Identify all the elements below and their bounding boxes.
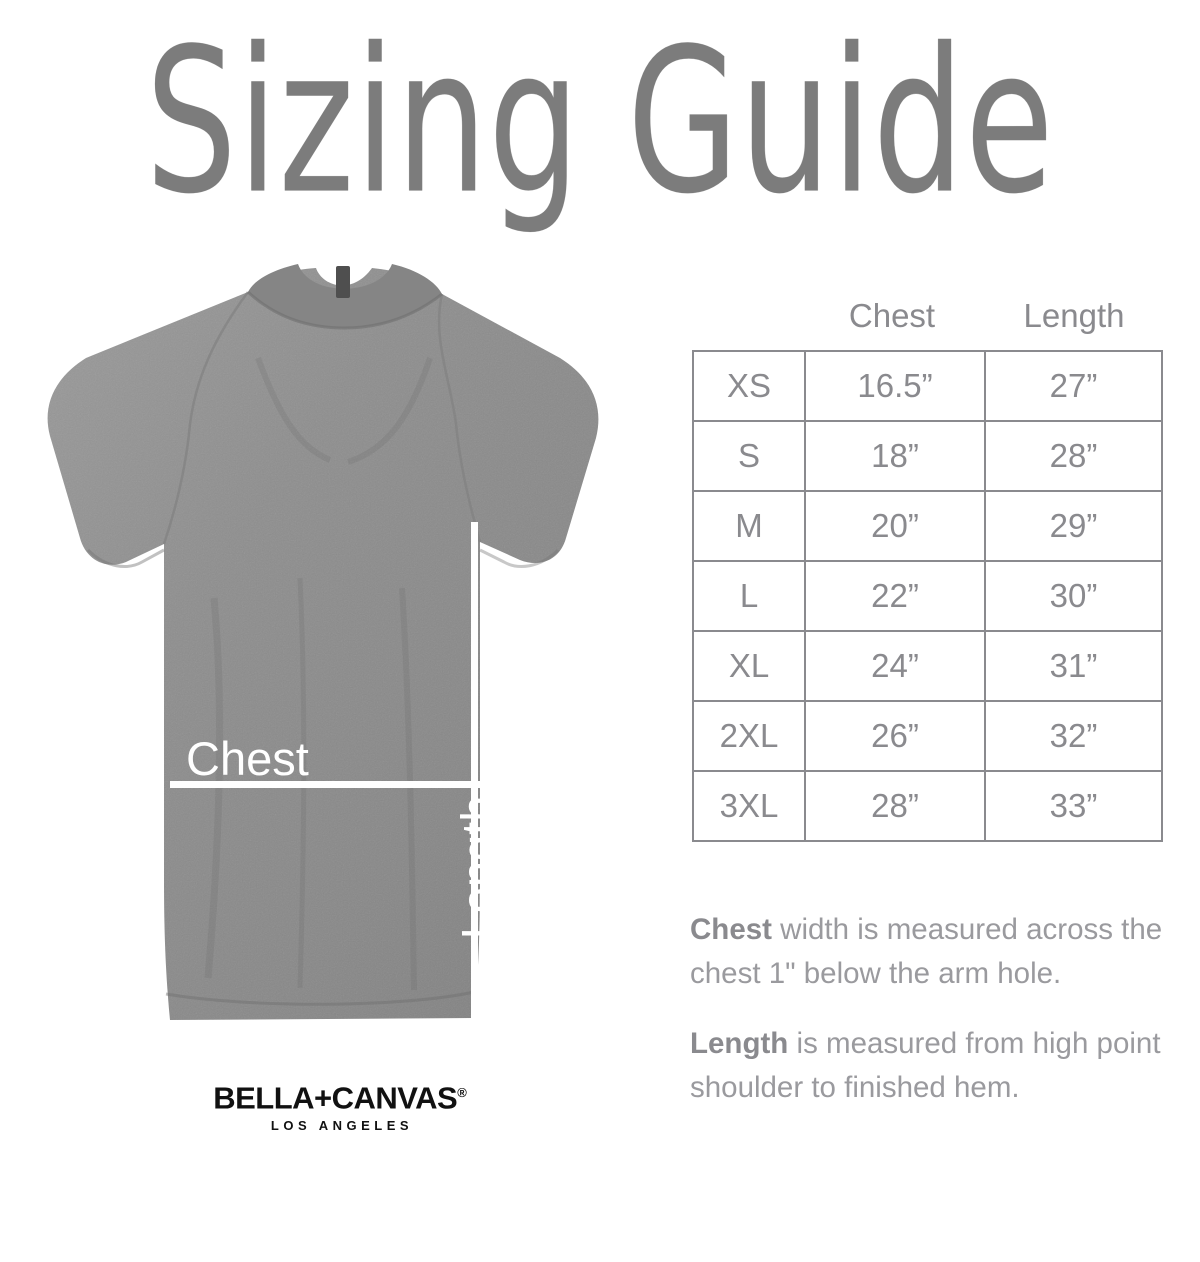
collar-seam (246, 290, 443, 330)
chest-note-text: width is measured across the chest 1" be… (690, 913, 1163, 990)
cell-chest: 28” (804, 770, 986, 842)
cell-length: 31” (984, 630, 1163, 702)
length-measure-label: Length (451, 795, 505, 940)
chest-note: Chest width is measured across the chest… (690, 908, 1168, 996)
table-column-headers: Chest Length (692, 296, 1163, 342)
neck-label (336, 266, 350, 298)
table-row: 2XL 26” 32” (692, 700, 1163, 772)
cell-size: M (692, 490, 806, 562)
fabric-folds (204, 356, 433, 991)
column-header-length: Length (1023, 297, 1125, 334)
cell-chest: 26” (804, 700, 986, 772)
registered-mark: ® (457, 1085, 467, 1100)
cell-chest: 24” (804, 630, 986, 702)
column-header-chest: Chest (848, 297, 936, 334)
cell-size: 2XL (692, 700, 806, 772)
chest-measure-line (170, 781, 522, 788)
size-chart-table: XS 16.5” 27” S 18” 28” M 20” 29” L 22” 3… (692, 350, 1163, 842)
cell-length: 30” (984, 560, 1163, 632)
chest-note-strong: Chest (690, 913, 772, 946)
cell-length: 32” (984, 700, 1163, 772)
right-sleeve-seam (437, 293, 482, 543)
cell-size: L (692, 560, 806, 632)
table-row: L 22” 30” (692, 560, 1163, 632)
cell-size: XS (692, 350, 806, 422)
table-row: 3XL 28” 33” (692, 770, 1163, 842)
brand-name: BELLA+CANVAS (213, 1080, 458, 1116)
table-row: S 18” 28” (692, 420, 1163, 492)
chest-measure-label: Chest (186, 732, 309, 785)
cell-size: 3XL (692, 770, 806, 842)
cell-length: 33” (984, 770, 1163, 842)
left-sleeve-hem (86, 548, 165, 568)
tshirt-body (47, 268, 599, 1020)
cell-chest: 16.5” (804, 350, 986, 422)
tshirt-graphic (47, 264, 599, 1020)
bottom-hem-seam (165, 990, 475, 1006)
cell-size: S (692, 420, 806, 492)
sizing-guide-page: Sizing Guide (0, 4, 1168, 1262)
cell-length: 29” (984, 490, 1163, 562)
length-note-text: is measured from high point shoulder to … (690, 1027, 1161, 1104)
brand-name-line: BELLA+CANVAS® (185, 1075, 495, 1116)
brand-city: LOS ANGELES (270, 1118, 414, 1134)
cell-length: 27” (984, 350, 1163, 422)
size-chart-body: XS 16.5” 27” S 18” 28” M 20” 29” L 22” 3… (692, 350, 1163, 842)
cell-chest: 18” (804, 420, 986, 492)
cell-size: XL (692, 630, 806, 702)
table-row: XS 16.5” 27” (692, 350, 1163, 422)
tshirt-illustration: Chest Length (0, 238, 680, 1262)
page-title: Sizing Guide (145, 4, 1055, 239)
cell-length: 28” (984, 420, 1163, 492)
length-measure-line (471, 522, 478, 1262)
length-note-strong: Length (690, 1027, 789, 1060)
measurement-notes: Chest width is measured across the chest… (690, 908, 1168, 1136)
cell-chest: 20” (804, 490, 986, 562)
length-note: Length is measured from high point shoul… (690, 1022, 1168, 1110)
table-row: M 20” 29” (692, 490, 1163, 562)
cell-chest: 22” (804, 560, 986, 632)
brand-logo: BELLA+CANVAS® LOS ANGELES (185, 1075, 495, 1143)
table-row: XL 24” 31” (692, 630, 1163, 702)
right-sleeve-hem (479, 548, 560, 568)
left-sleeve-seam (162, 291, 250, 545)
